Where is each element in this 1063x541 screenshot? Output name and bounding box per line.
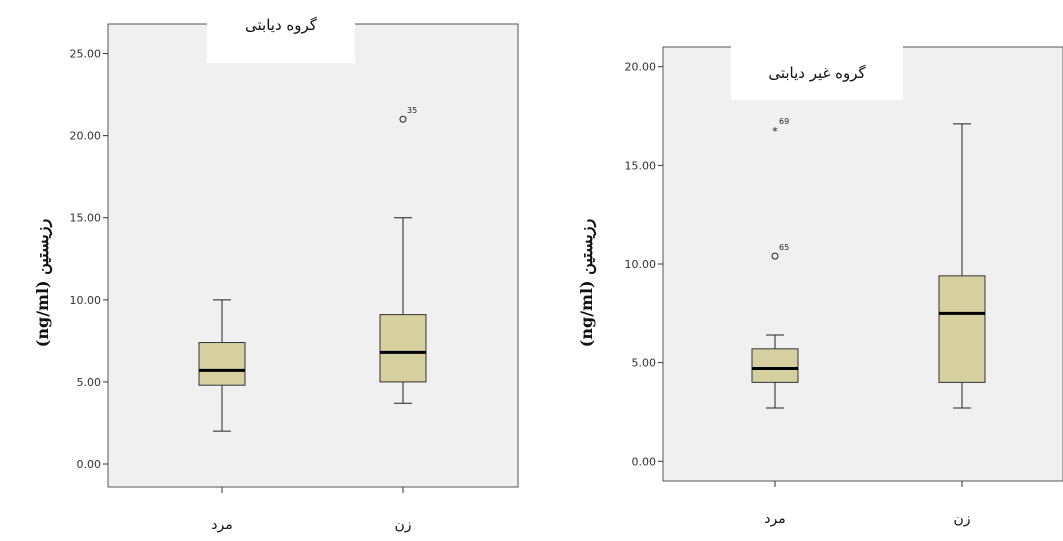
y-tick-label: 15.00	[625, 159, 657, 172]
y-tick-label: 0.00	[77, 458, 102, 471]
chart-1: 0.00 5.00 10.00 15.00 20.00 25.00 مرد زن 35 گروه …	[33, 5, 519, 533]
iqr-box	[379, 314, 427, 383]
chart-title: گروه دیابتی	[245, 16, 318, 34]
iqr-box	[938, 275, 986, 383]
y-tick-label: 15.00	[70, 212, 102, 225]
x-tick-label: مرد	[764, 511, 785, 527]
box-2	[938, 123, 986, 409]
outlier-star: *	[772, 125, 778, 138]
chart-2: 0.00 5.00 10.00 15.00 20.00 مرد زن 65 *69 گروه غی…	[577, 40, 1063, 527]
y-tick-label: 25.00	[70, 48, 102, 61]
y-tick-label: 0.00	[632, 455, 657, 468]
chart-title: گروه غیر دیابتی	[768, 64, 866, 82]
outlier-circle	[399, 115, 407, 123]
iqr-box	[751, 348, 799, 383]
y-tick-label: 20.00	[625, 61, 657, 74]
title-box	[731, 40, 903, 100]
y-tick-label: 5.00	[77, 376, 102, 389]
title-box	[207, 5, 355, 63]
box-1	[198, 299, 246, 432]
x-tick-label: زن	[953, 511, 970, 527]
box-2: 35	[379, 106, 427, 404]
y-tick-label: 10.00	[70, 294, 102, 307]
outlier-label: 65	[779, 243, 789, 252]
y-axis-label: رزیستین (ng/ml)	[33, 219, 53, 348]
y-axis-label: رزیستین (ng/ml)	[577, 219, 597, 348]
outlier-label: 35	[407, 106, 417, 115]
x-tick-label: مرد	[211, 517, 232, 533]
y-tick-label: 20.00	[70, 130, 102, 143]
y-tick-label: 5.00	[632, 357, 657, 370]
outlier-label: 69	[779, 117, 789, 126]
box-1: 65 *69	[751, 117, 799, 409]
x-tick-label: زن	[394, 517, 411, 533]
y-tick-label: 10.00	[625, 258, 657, 271]
plot-area	[662, 46, 1063, 482]
plot-area	[107, 23, 519, 488]
iqr-box	[198, 342, 246, 386]
outlier-circle	[771, 252, 779, 260]
